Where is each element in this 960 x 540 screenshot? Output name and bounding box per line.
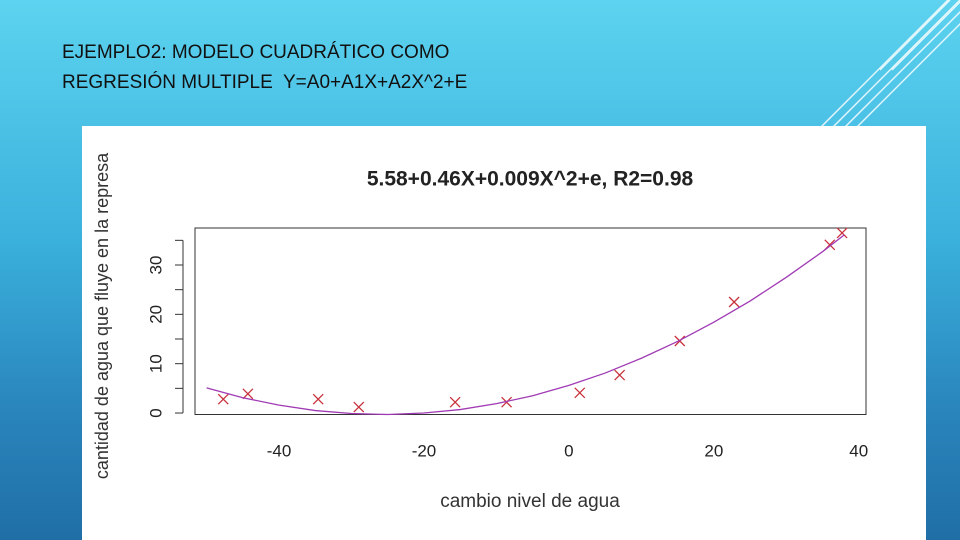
chart-title: 5.58+0.46X+0.009X^2+e, R2=0.98 xyxy=(367,168,694,191)
point xyxy=(449,396,461,408)
point xyxy=(217,393,229,405)
point xyxy=(501,396,513,408)
point xyxy=(574,387,586,399)
y-tick-label: 10 xyxy=(146,354,165,373)
x-tick-label: 40 xyxy=(849,441,868,460)
x-tick-label: -20 xyxy=(412,441,437,460)
x-axis-label: cambio nivel de agua xyxy=(440,491,620,512)
x-tick-label: -40 xyxy=(267,441,292,460)
x-tick-label: 20 xyxy=(704,441,723,460)
fit-curve xyxy=(206,234,845,416)
point xyxy=(353,401,365,413)
point xyxy=(836,227,848,239)
slide-title: EJEMPLO2: MODELO CUADRÁTICO COMO REGRESIÓ… xyxy=(62,38,467,98)
point xyxy=(312,393,324,405)
point xyxy=(728,296,740,308)
y-tick-label: 0 xyxy=(146,408,165,417)
point xyxy=(242,388,254,400)
point xyxy=(614,369,626,381)
plot-frame xyxy=(194,227,867,415)
title-line: REGRESIÓN MULTIPLE Y=A0+A1X+A2X^2+E xyxy=(62,72,468,93)
title-line: EJEMPLO2: MODELO CUADRÁTICO COMO xyxy=(62,42,450,63)
chart: 5.58+0.46X+0.009X^2+e, R2=0.98 cambio ni… xyxy=(82,126,926,540)
x-tick-label: 0 xyxy=(564,441,573,460)
y-axis-label: cantidad de agua que fluye en la represa xyxy=(92,152,112,479)
y-tick-label: 30 xyxy=(146,256,165,275)
y-tick-label: 20 xyxy=(146,305,165,324)
